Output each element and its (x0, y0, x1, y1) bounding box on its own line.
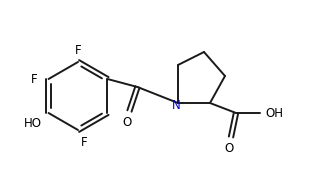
Text: HO: HO (24, 117, 42, 129)
Text: N: N (172, 98, 180, 112)
Text: F: F (31, 72, 38, 86)
Text: F: F (75, 43, 81, 57)
Text: F: F (81, 136, 87, 149)
Text: O: O (224, 142, 234, 154)
Text: O: O (123, 115, 132, 129)
Text: OH: OH (265, 107, 283, 120)
